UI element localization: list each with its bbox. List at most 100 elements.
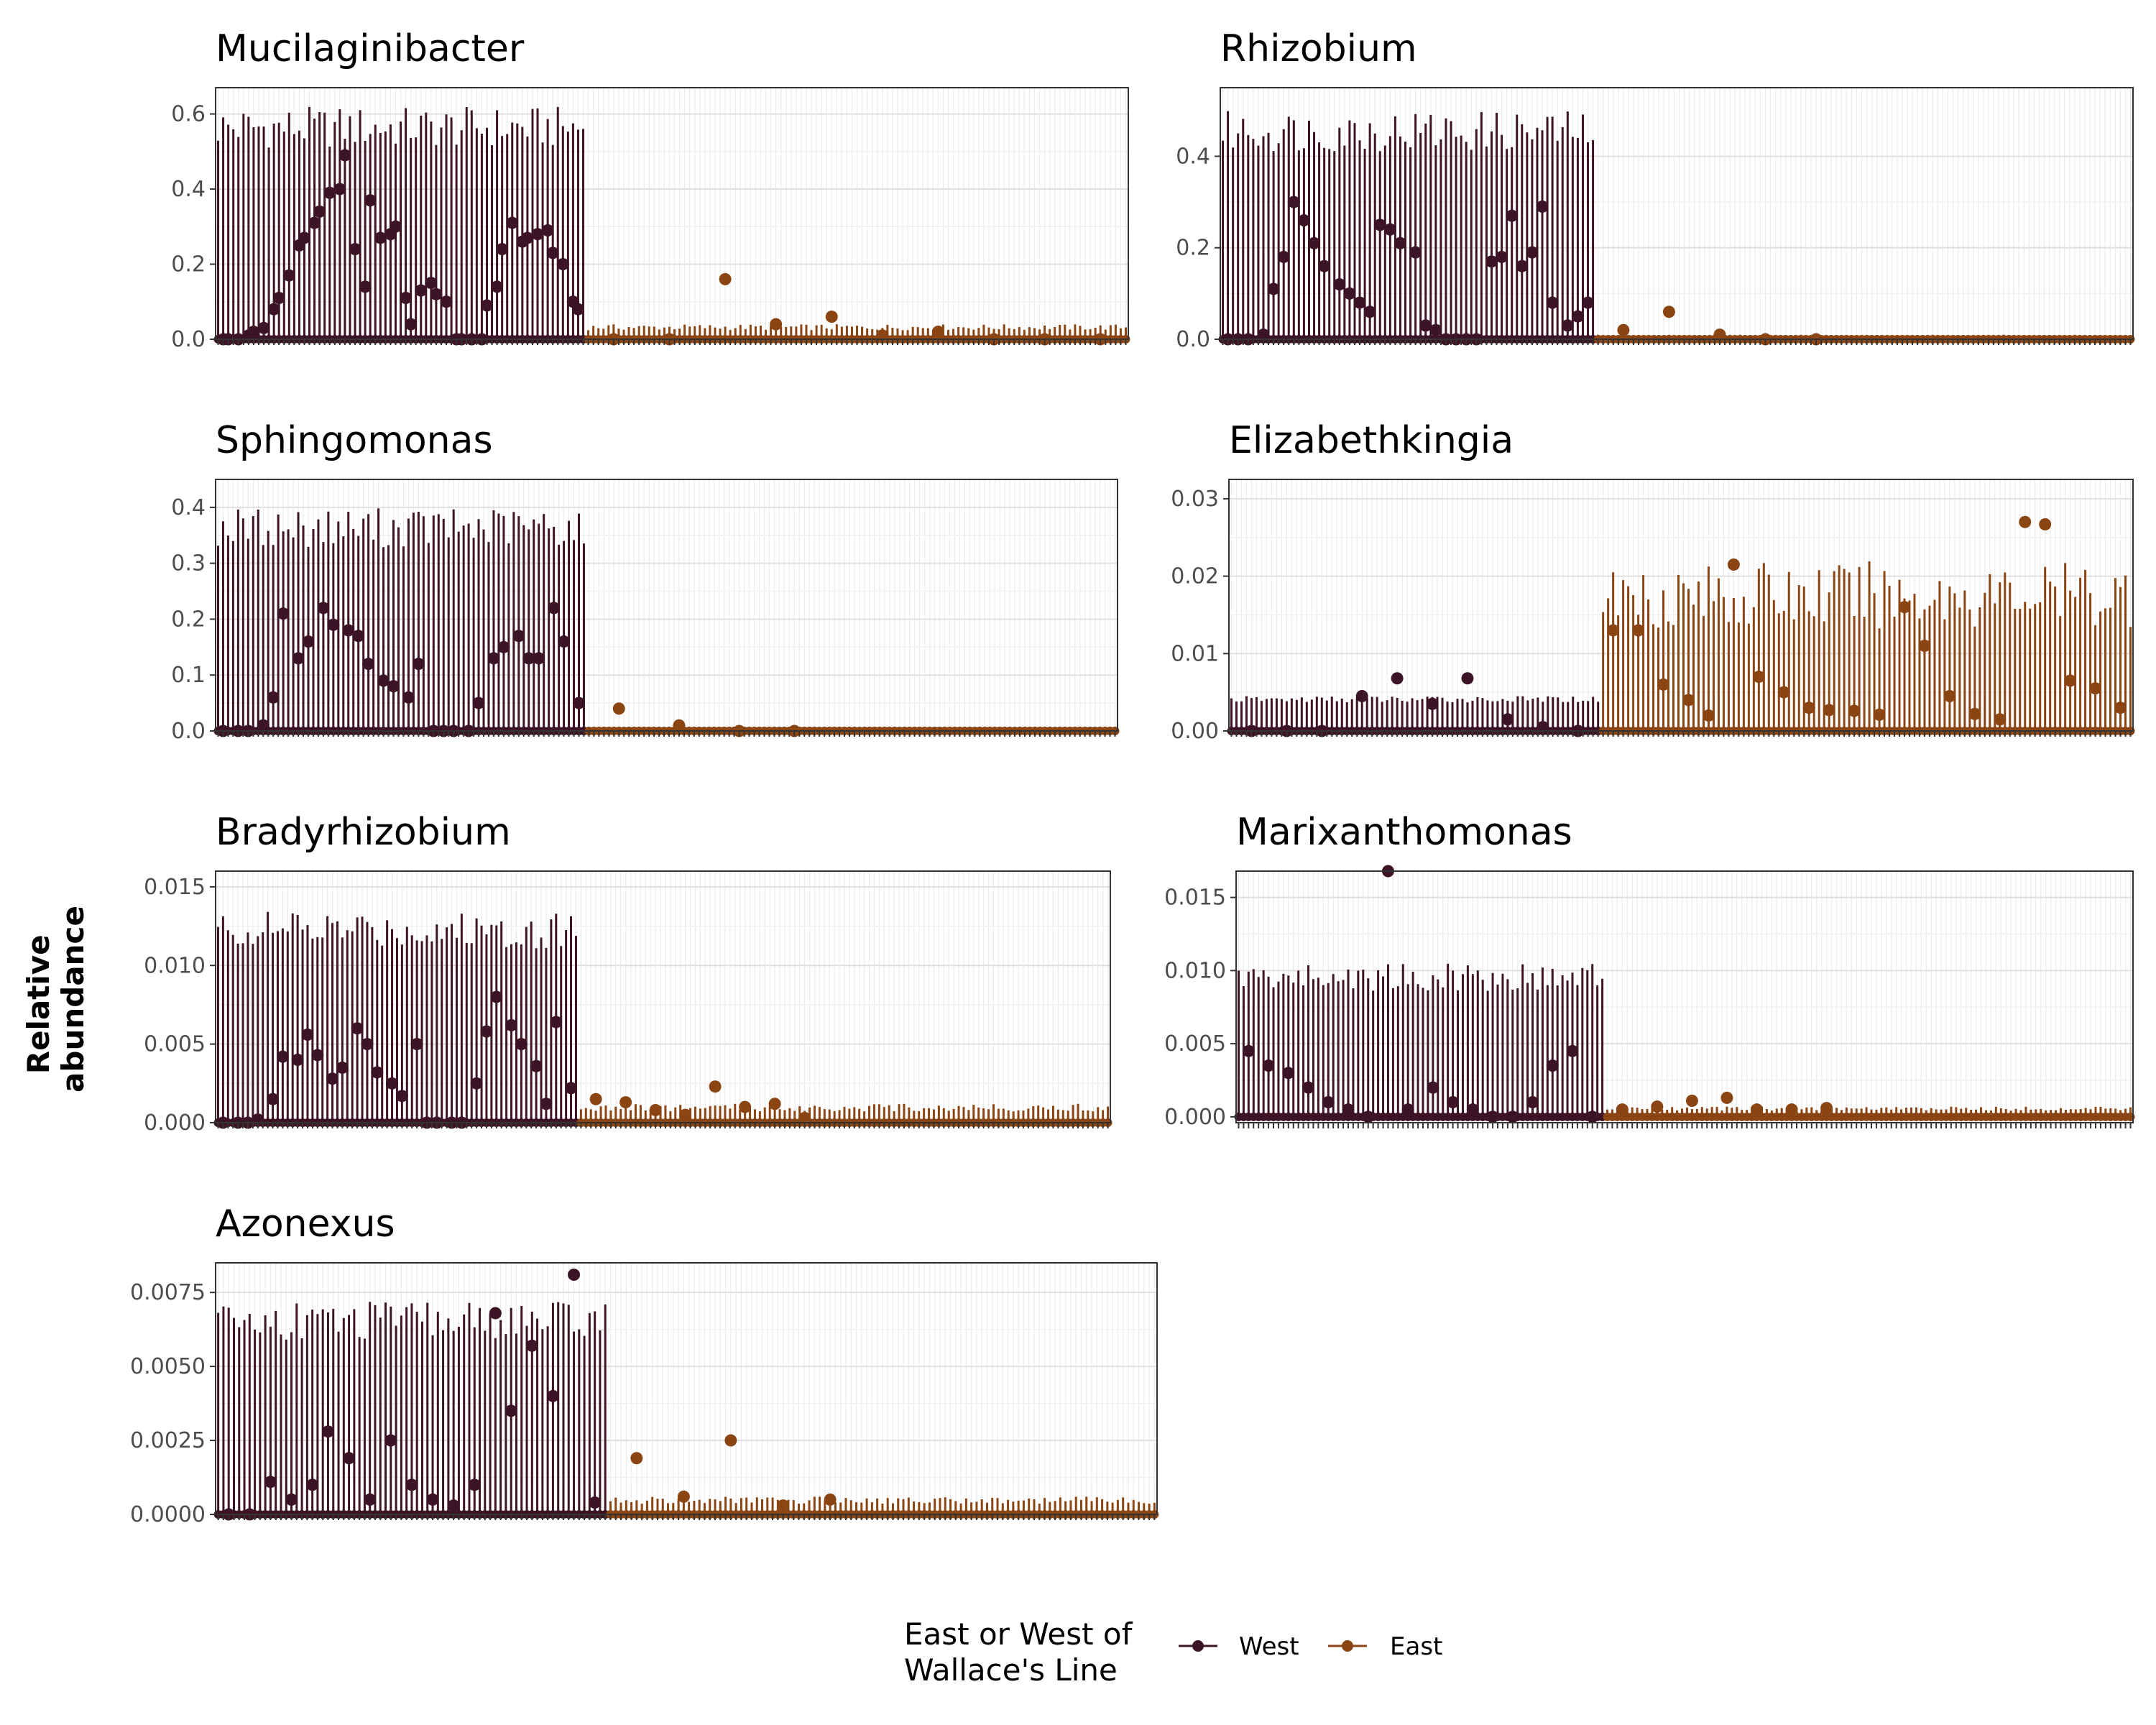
data-point-west [395, 1090, 408, 1103]
panel-title: Bradyrhizobium [216, 811, 511, 854]
panel-border [215, 479, 1118, 732]
data-point-west [342, 624, 355, 637]
data-point-west [1427, 1081, 1439, 1094]
data-point-east [2114, 702, 2127, 714]
panel-border [1228, 479, 2134, 732]
data-point-east [1898, 601, 1911, 614]
data-point-west [512, 630, 525, 643]
panel-background [216, 871, 1110, 1123]
data-point-west [313, 205, 326, 218]
data-point-east [931, 326, 944, 339]
data-point-west [548, 602, 561, 615]
panel-elizabethkingia: Elizabethkingia 0.00 0.01 0.02 0.03 [1171, 419, 2135, 744]
data-point-west [276, 1050, 289, 1063]
data-point-west [546, 247, 559, 259]
data-point-west [377, 674, 390, 687]
data-point-west [257, 321, 270, 334]
data-point-west [323, 186, 336, 199]
data-point-west [1461, 672, 1474, 685]
data-point-west [1401, 1103, 1414, 1116]
data-point-east [1682, 694, 1695, 707]
data-point-west [277, 607, 290, 620]
data-point-east [1616, 1103, 1628, 1116]
data-point-west [556, 258, 569, 271]
data-point-west [1302, 1081, 1315, 1094]
data-point-east [1752, 671, 1765, 684]
data-point-west [491, 280, 504, 293]
y-tick-label: 0.0 [1176, 327, 1210, 352]
panel-background [1220, 88, 2133, 339]
data-point-west [540, 1098, 553, 1110]
data-point-west [505, 1018, 518, 1031]
data-point-east [1820, 1102, 1833, 1115]
data-point-west [1333, 278, 1346, 291]
y-tick-label: 0.4 [171, 177, 206, 202]
data-point-west [338, 149, 351, 162]
data-point-east [1657, 678, 1670, 691]
data-point-west [1343, 287, 1356, 300]
data-point-west [531, 228, 544, 241]
data-point-west [1536, 200, 1549, 213]
data-point-west [1546, 296, 1559, 309]
y-tick-label: 0.010 [1164, 958, 1226, 983]
data-point-east [798, 1111, 811, 1124]
data-point-west [1322, 1096, 1335, 1109]
data-point-west [522, 652, 535, 665]
data-point-west [572, 696, 585, 709]
panel-bradyrhizobium: Bradyrhizobium 0.000 0.005 0.010 0.015 [144, 811, 1112, 1136]
data-point-west [415, 284, 428, 297]
data-point-west [267, 303, 280, 316]
data-point-east [1777, 686, 1790, 699]
data-point-west [371, 1066, 384, 1079]
panel-background [216, 1263, 1157, 1514]
y-tick-label: 0.015 [1164, 886, 1226, 911]
panel-marixanthomonas: Marixanthomonas 0.000 0.005 0.010 0.015 [1164, 811, 2135, 1130]
data-point-east [1918, 640, 1931, 653]
data-point-east [1994, 713, 2007, 726]
data-point-west [400, 292, 413, 305]
data-point-west [1287, 196, 1300, 208]
data-point-west [1426, 697, 1439, 710]
data-point-west [1353, 296, 1366, 309]
data-point-west [1342, 1103, 1355, 1116]
data-point-west [1526, 246, 1539, 259]
data-point-west [1373, 218, 1386, 231]
data-point-west [1485, 255, 1498, 268]
y-tick-label: 0.0 [171, 327, 206, 352]
data-point-west [1318, 259, 1331, 272]
y-tick-label: 0.005 [144, 1032, 206, 1057]
y-tick-label: 0.2 [171, 607, 206, 632]
panel-title: Elizabethkingia [1229, 419, 1514, 462]
data-point-east [1607, 624, 1620, 637]
data-point-west [1419, 319, 1432, 332]
y-tick-label: 0.010 [144, 953, 206, 978]
data-point-west [541, 224, 554, 237]
data-point-west [1383, 223, 1396, 236]
panel-border [215, 870, 1111, 1123]
data-point-west [470, 1077, 483, 1090]
data-point-west [565, 1082, 578, 1095]
data-point-east [1713, 328, 1726, 341]
data-point-east [739, 1100, 752, 1113]
panel-border [1235, 870, 2134, 1123]
data-point-west [336, 1061, 349, 1074]
data-point-west [490, 990, 503, 1003]
data-point-east [649, 1104, 662, 1116]
data-point-east [1702, 709, 1715, 722]
data-point-west [1466, 1103, 1479, 1116]
panel-title: Mucilaginibacter [216, 27, 525, 70]
data-point-east [2089, 682, 2102, 695]
data-point-east [1720, 1091, 1733, 1104]
data-point-west [571, 303, 584, 316]
y-tick-label: 0.4 [171, 495, 206, 520]
data-point-west [247, 326, 260, 339]
y-tick-label: 0.02 [1171, 564, 1219, 589]
data-point-east [679, 1108, 692, 1121]
data-point-east [1727, 558, 1740, 571]
data-point-west [326, 1072, 339, 1085]
data-point-west [301, 1029, 314, 1041]
data-point-west [487, 652, 500, 665]
data-point-west [333, 183, 346, 196]
data-point-west [359, 280, 372, 293]
